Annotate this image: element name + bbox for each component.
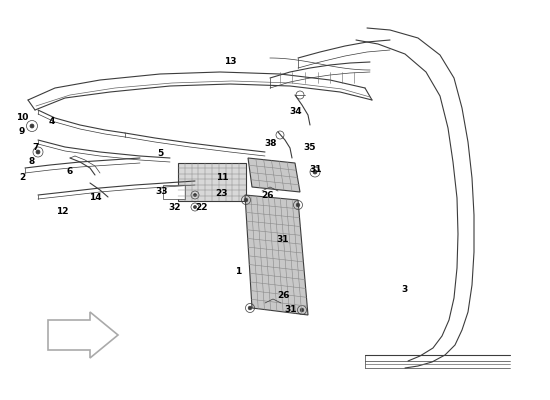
Bar xyxy=(163,185,185,199)
Text: 5: 5 xyxy=(157,148,163,158)
Text: 31: 31 xyxy=(277,236,289,244)
Text: 23: 23 xyxy=(216,188,228,198)
Text: 14: 14 xyxy=(89,192,101,202)
Circle shape xyxy=(248,306,252,310)
Text: 12: 12 xyxy=(56,208,68,216)
Text: 2: 2 xyxy=(19,172,25,182)
Text: 35: 35 xyxy=(304,144,316,152)
Circle shape xyxy=(313,170,317,174)
Text: 8: 8 xyxy=(29,158,35,166)
Text: 6: 6 xyxy=(67,168,73,176)
Text: 10: 10 xyxy=(16,114,28,122)
Polygon shape xyxy=(245,195,308,315)
Circle shape xyxy=(36,150,40,154)
Text: 7: 7 xyxy=(33,144,39,152)
Text: 1: 1 xyxy=(235,268,241,276)
Text: 9: 9 xyxy=(19,128,25,136)
Text: 4: 4 xyxy=(49,116,55,126)
Circle shape xyxy=(300,308,304,312)
Text: 31: 31 xyxy=(310,166,322,174)
Text: 13: 13 xyxy=(224,58,236,66)
Text: 34: 34 xyxy=(290,108,303,116)
Text: 26: 26 xyxy=(278,290,290,300)
Circle shape xyxy=(244,198,248,202)
Text: 31: 31 xyxy=(285,306,297,314)
Text: 26: 26 xyxy=(262,190,274,200)
Text: 38: 38 xyxy=(265,138,277,148)
Text: 32: 32 xyxy=(169,202,182,212)
Text: 22: 22 xyxy=(196,202,208,212)
Text: 11: 11 xyxy=(216,174,228,182)
Text: 3: 3 xyxy=(401,286,407,294)
Circle shape xyxy=(194,206,196,208)
Polygon shape xyxy=(248,158,300,192)
Circle shape xyxy=(194,194,196,196)
Bar xyxy=(178,163,246,201)
Circle shape xyxy=(30,124,34,128)
Text: 33: 33 xyxy=(156,188,168,196)
Circle shape xyxy=(296,203,300,207)
